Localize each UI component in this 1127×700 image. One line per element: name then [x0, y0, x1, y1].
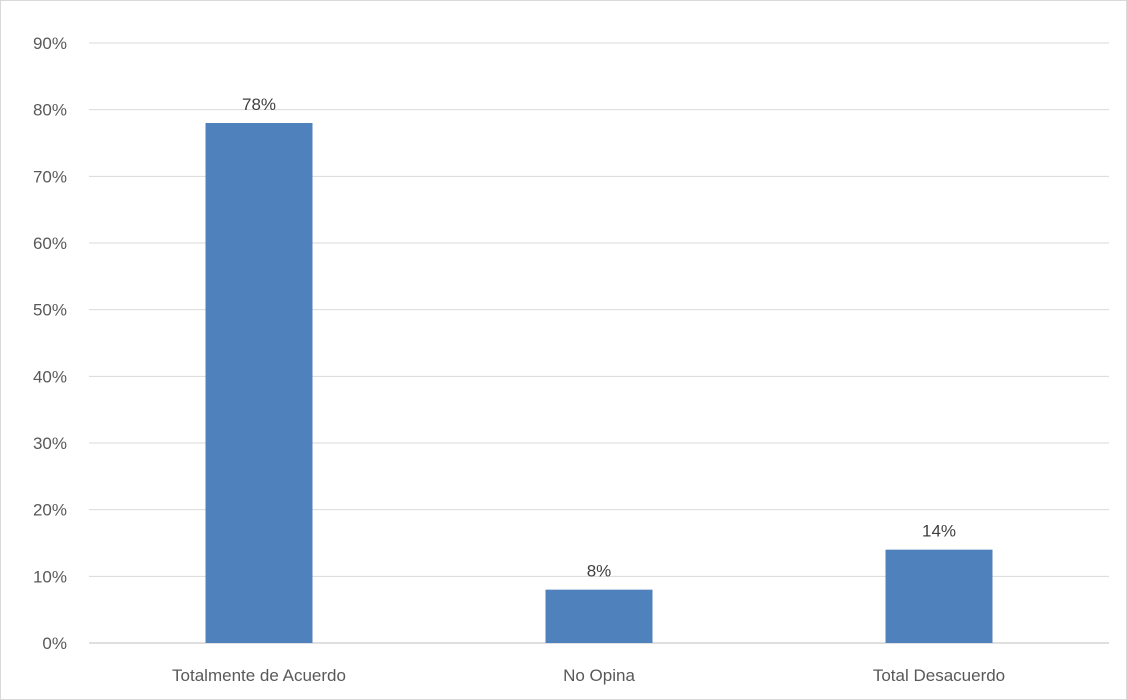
y-tick-label: 50%	[33, 301, 67, 320]
y-tick-label: 40%	[33, 367, 67, 386]
bar-value-label: 14%	[922, 522, 956, 541]
y-tick-label: 70%	[33, 167, 67, 186]
x-axis-category-labels: Totalmente de Acuerdo No Opina Total Desac…	[172, 666, 1005, 685]
y-tick-label: 80%	[33, 101, 67, 120]
bar-value-label: 78%	[242, 95, 276, 114]
y-tick-label: 20%	[33, 501, 67, 520]
y-tick-label: 90%	[33, 34, 67, 53]
y-tick-label: 10%	[33, 567, 67, 586]
bar	[545, 589, 653, 643]
category-label: Total Desacuerdo	[873, 666, 1005, 685]
y-tick-label: 0%	[42, 634, 67, 653]
bars	[205, 123, 993, 643]
bar-value-label: 8%	[587, 562, 612, 581]
category-label: Totalmente de Acuerdo	[172, 666, 346, 685]
y-axis-tick-labels: 0% 10% 20% 30% 40% 50% 60% 70% 80% 90%	[33, 34, 67, 653]
category-label: No Opina	[563, 666, 635, 685]
y-tick-label: 30%	[33, 434, 67, 453]
y-tick-label: 60%	[33, 234, 67, 253]
data-labels: 78% 8% 14%	[242, 95, 956, 581]
bar	[205, 123, 313, 643]
bar	[885, 549, 993, 643]
